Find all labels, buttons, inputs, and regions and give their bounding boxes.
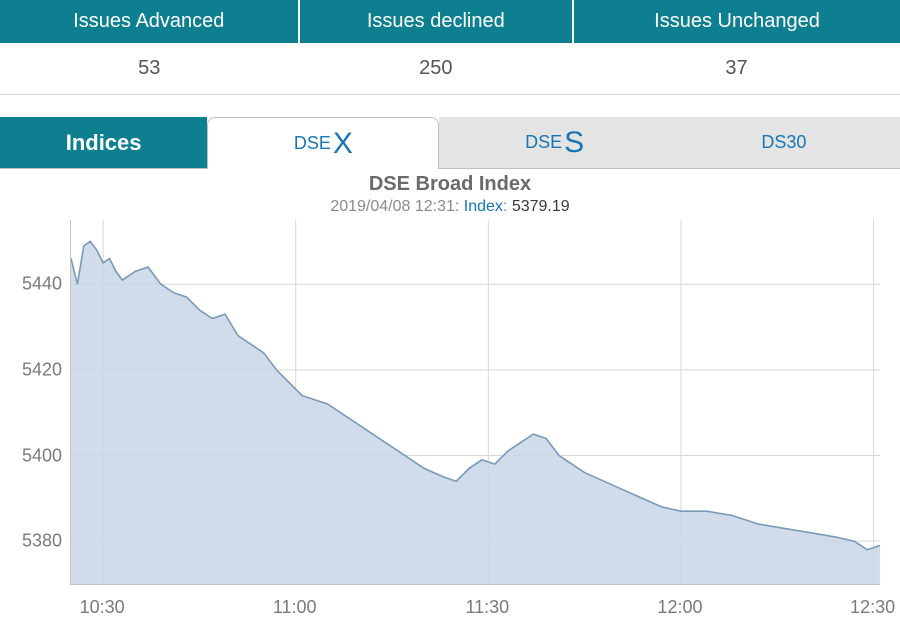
tab-dsex-main: X [333, 127, 353, 161]
issues-col-advanced: Issues Advanced [0, 0, 299, 43]
issues-val-declined: 250 [299, 43, 573, 95]
chart-area: 5380540054205440 10:3011:0011:3012:0012:… [10, 220, 890, 625]
y-tick-label: 5420 [22, 359, 62, 380]
tab-dsex[interactable]: DSEX [207, 117, 439, 169]
x-tick-label: 10:30 [80, 597, 125, 618]
x-tick-label: 12:00 [657, 597, 702, 618]
table-row: 53 250 37 [0, 43, 900, 95]
issues-col-declined: Issues declined [299, 0, 573, 43]
tab-dses-pre: DSE [525, 132, 562, 153]
x-tick-label: 11:00 [273, 597, 317, 618]
tab-ds30[interactable]: DS30 [670, 117, 900, 168]
tab-ds30-pre: DS30 [761, 132, 806, 153]
chart-title: DSE Broad Index [0, 173, 900, 196]
issues-val-advanced: 53 [0, 43, 299, 95]
issues-col-unchanged: Issues Unchanged [573, 0, 900, 43]
x-tick-label: 11:30 [465, 597, 509, 618]
tab-dses[interactable]: DSES [439, 117, 669, 168]
y-tick-label: 5400 [22, 445, 62, 466]
index-tabs: Indices DSEX DSES DS30 [0, 117, 900, 169]
chart-subtitle-label: Index [464, 198, 503, 215]
chart-subtitle-ts: 2019/04/08 12:31 [330, 198, 455, 215]
x-axis-labels: 10:3011:0011:3012:0012:30 [70, 589, 880, 625]
indices-text: Indices [66, 130, 142, 156]
tab-indices-label: Indices [0, 117, 207, 168]
x-tick-label: 12:30 [850, 597, 895, 618]
tab-dses-main: S [564, 126, 584, 160]
issues-summary-table: Issues Advanced Issues declined Issues U… [0, 0, 900, 95]
chart-svg [71, 220, 880, 584]
y-axis-labels: 5380 5400 5420 5440 [10, 220, 70, 585]
chart-title-block: DSE Broad Index 2019/04/08 12:31: Index:… [0, 173, 900, 216]
y-tick-label: 5380 [22, 531, 62, 552]
y-tick-label: 5440 [22, 274, 62, 295]
tab-dsex-pre: DSE [294, 133, 331, 154]
issues-val-unchanged: 37 [573, 43, 900, 95]
chart-subtitle: 2019/04/08 12:31: Index: 5379.19 [0, 198, 900, 216]
chart-subtitle-value: 5379.19 [512, 198, 570, 215]
chart-plot [70, 220, 880, 585]
